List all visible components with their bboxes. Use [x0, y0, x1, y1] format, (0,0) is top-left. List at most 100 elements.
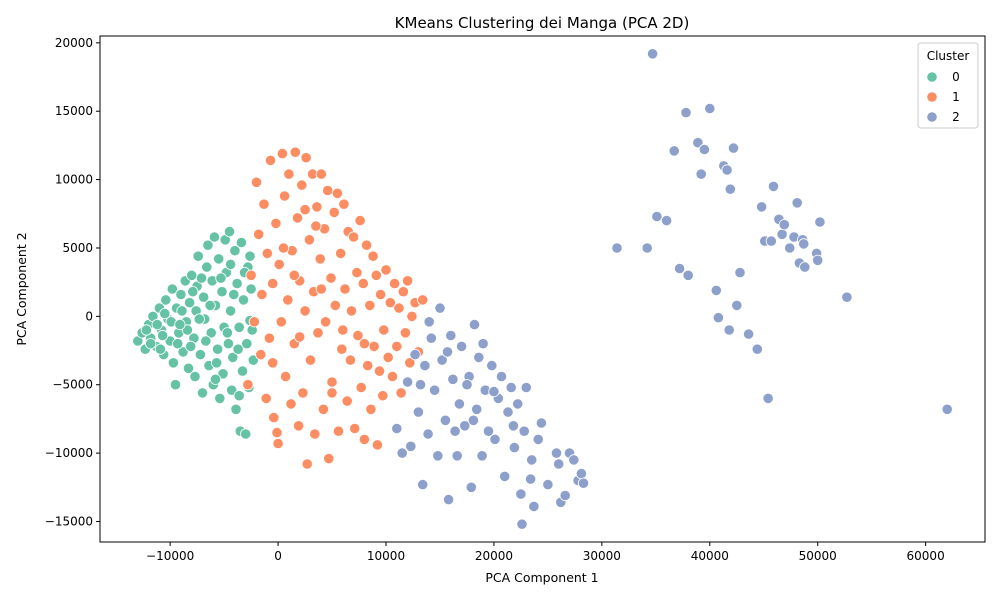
data-point-cluster-0: [212, 343, 224, 355]
data-point-cluster-2: [641, 242, 653, 254]
data-point-cluster-2: [673, 262, 686, 275]
data-point-cluster-2: [695, 168, 707, 180]
data-point-cluster-1: [268, 411, 280, 424]
y-tick-label: 15000: [55, 104, 93, 118]
data-point-cluster-1: [300, 152, 312, 164]
data-point-cluster-1: [312, 327, 324, 339]
data-point-cluster-1: [277, 242, 290, 254]
data-point-cluster-1: [364, 299, 376, 311]
data-point-cluster-1: [291, 212, 304, 224]
data-point-cluster-2: [651, 210, 663, 223]
data-point-cluster-2: [428, 384, 441, 396]
data-point-cluster-1: [273, 258, 285, 270]
data-point-cluster-0: [226, 384, 238, 396]
x-tick-label: 50000: [799, 549, 837, 563]
data-point-cluster-1: [288, 269, 300, 281]
data-point-cluster-1: [401, 275, 414, 287]
data-point-cluster-1: [310, 220, 322, 232]
data-point-cluster-0: [217, 368, 229, 380]
data-point-cluster-1: [272, 437, 284, 450]
data-point-cluster-2: [755, 201, 768, 213]
data-point-cluster-1: [314, 253, 326, 265]
data-point-cluster-2: [405, 440, 417, 452]
data-point-cluster-2: [486, 359, 498, 372]
data-point-cluster-0: [201, 261, 213, 273]
data-point-cluster-0: [233, 390, 245, 402]
data-point-cluster-2: [391, 422, 403, 435]
data-point-cluster-2: [798, 238, 810, 250]
data-point-cluster-1: [374, 288, 387, 301]
data-point-cluster-2: [727, 142, 740, 154]
data-point-cluster-0: [225, 305, 237, 317]
data-point-cluster-1: [326, 376, 338, 388]
data-point-cluster-0: [167, 357, 179, 369]
data-point-cluster-1: [386, 370, 399, 383]
data-point-cluster-1: [260, 392, 272, 404]
data-point-cluster-1: [344, 354, 356, 366]
data-point-cluster-0: [145, 338, 157, 350]
data-point-cluster-1: [264, 154, 277, 166]
data-point-cluster-1: [296, 179, 308, 191]
data-point-cluster-1: [282, 294, 294, 306]
data-point-cluster-1: [349, 422, 361, 435]
data-point-cluster-0: [174, 318, 186, 331]
data-point-cluster-2: [814, 216, 826, 228]
x-tick-label: 40000: [691, 549, 729, 563]
data-point-cluster-1: [417, 294, 429, 306]
data-point-cluster-2: [439, 414, 451, 426]
data-point-cluster-0: [211, 357, 223, 369]
data-point-cluster-0: [213, 253, 225, 265]
data-point-cluster-1: [303, 234, 315, 246]
data-point-cluster-1: [311, 201, 323, 213]
data-point-cluster-1: [271, 426, 283, 439]
data-point-cluster-1: [351, 266, 363, 279]
data-point-cluster-0: [205, 327, 217, 339]
data-point-cluster-0: [159, 307, 171, 320]
data-point-cluster-1: [292, 420, 305, 432]
data-point-cluster-0: [187, 286, 199, 298]
data-point-cluster-2: [577, 477, 590, 489]
x-tick-label: 60000: [907, 549, 945, 563]
x-tick-label: 30000: [583, 549, 621, 563]
data-point-cluster-2: [762, 392, 774, 404]
data-point-cluster-1: [399, 327, 411, 339]
data-point-cluster-2: [436, 354, 448, 366]
data-point-cluster-0: [229, 245, 241, 257]
data-point-cluster-2: [778, 219, 790, 231]
data-point-cluster-2: [841, 291, 853, 303]
data-point-cluster-2: [473, 351, 485, 363]
data-point-cluster-1: [395, 387, 407, 399]
data-point-cluster-2: [414, 379, 427, 391]
data-point-cluster-2: [417, 478, 429, 491]
legend-label-cluster-1: 1: [952, 90, 960, 104]
data-point-cluster-0: [184, 297, 196, 309]
data-point-cluster-2: [482, 425, 495, 437]
data-point-cluster-0: [214, 392, 226, 404]
data-point-cluster-1: [270, 217, 282, 229]
x-tick-label: −10000: [146, 549, 194, 563]
data-point-cluster-2: [535, 417, 548, 429]
data-point-cluster-2: [441, 346, 454, 358]
data-point-cluster-2: [468, 318, 481, 331]
data-point-cluster-1: [358, 338, 370, 350]
data-point-cluster-0: [237, 294, 250, 306]
data-point-cluster-1: [384, 297, 396, 309]
data-point-cluster-1: [332, 425, 345, 437]
y-tick-label: −10000: [45, 446, 93, 460]
data-point-cluster-2: [461, 379, 473, 391]
data-point-cluster-1: [380, 264, 392, 276]
data-point-cluster-1: [382, 351, 394, 363]
data-point-cluster-0: [247, 354, 259, 366]
data-point-cluster-1: [355, 381, 367, 394]
data-point-cluster-2: [425, 332, 437, 344]
data-point-cluster-1: [328, 206, 340, 218]
data-point-cluster-2: [495, 370, 508, 383]
data-point-cluster-2: [575, 467, 588, 480]
data-point-cluster-2: [532, 433, 544, 445]
data-point-cluster-2: [723, 324, 735, 336]
data-point-cluster-2: [419, 359, 431, 372]
data-point-cluster-1: [339, 283, 351, 295]
data-point-cluster-2: [516, 518, 528, 530]
data-point-cluster-0: [230, 403, 242, 415]
data-point-cluster-2: [698, 143, 711, 156]
